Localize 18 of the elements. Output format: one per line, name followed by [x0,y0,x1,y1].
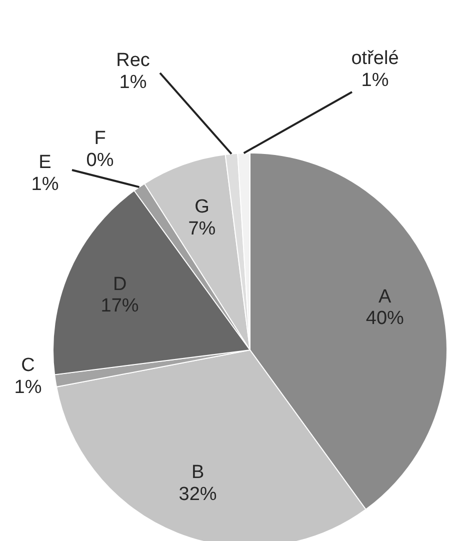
data-label: 1% [31,174,59,196]
data-label: 7% [188,218,216,240]
slice-label: C [21,355,35,376]
slice-label: D [112,274,127,295]
slice-label: Rec [116,50,150,72]
slice-label: E [38,152,52,174]
slice-label: otřelé [351,48,399,70]
text: 0% [86,150,114,172]
slice-label: B [191,462,204,484]
data-label: 17% [100,296,139,317]
slice-label: G [194,196,210,218]
slice-label: A [378,286,392,308]
data-label: 1% [361,70,389,92]
data-label: 40% [366,308,404,330]
data-label: 32% [178,484,217,505]
data-label: 1% [14,377,42,398]
category-label: F [94,128,106,150]
data-label: 1% [119,72,147,94]
